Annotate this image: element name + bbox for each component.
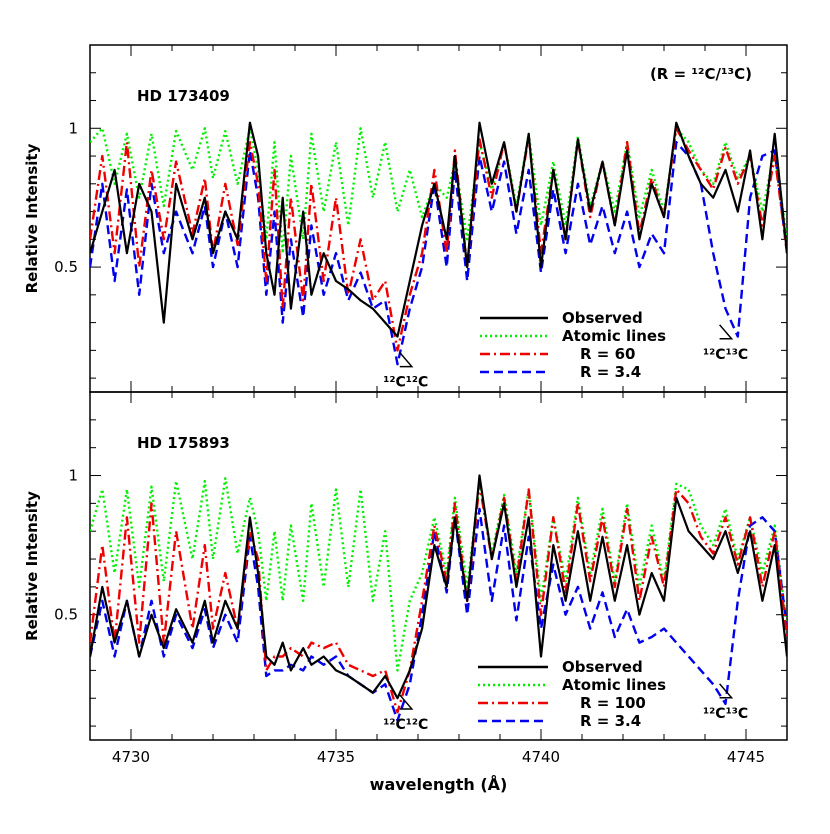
y-tick-label: 1 [68, 467, 78, 485]
panel-bottom: 0.5 1 4730 4735 4740 4745 Relative Intensity HD… [23, 391, 788, 794]
x-axis-label: wavelength (Å) [370, 775, 508, 794]
y-axis-label: Relative Intensity [23, 143, 41, 293]
legend-label: Observed [562, 658, 643, 676]
y-axis-label: Relative Intensity [23, 491, 41, 641]
annotation-pointer [719, 324, 734, 340]
series-line-r-100 [90, 482, 787, 714]
ratio-note: (R = ¹²C/¹³C) [650, 65, 752, 83]
star-label: HD 175893 [137, 434, 230, 452]
y-tick-label: 0.5 [54, 606, 78, 624]
x-tick-label: 4735 [317, 748, 355, 766]
annotation-label: ¹²C¹³C [703, 706, 748, 722]
plot-frame [89, 391, 788, 741]
legend-label: R = 60 [580, 345, 635, 363]
star-label: HD 173409 [137, 87, 230, 105]
annotation-pointer [399, 352, 414, 368]
legend-label: Atomic lines [562, 327, 666, 345]
series-line-r-3-4 [90, 507, 787, 722]
y-tick-label: 1 [68, 119, 78, 137]
series-line-observed [90, 474, 787, 700]
annotation-label: ¹²C¹²C [383, 717, 428, 733]
x-tick-label: 4745 [727, 748, 765, 766]
legend-label: R = 3.4 [580, 712, 641, 730]
annotation-pointer [719, 683, 734, 699]
legend-label: R = 3.4 [580, 363, 641, 381]
series-line-r-3-4 [90, 141, 787, 366]
annotation-label: ¹²C¹²C [383, 375, 428, 391]
legend-label: R = 100 [580, 694, 646, 712]
x-tick-label: 4740 [522, 748, 560, 766]
y-tick-label: 0.5 [54, 258, 78, 276]
annotation-pointer [399, 694, 414, 710]
panel-top: 0.5 1 Relative Intensity HD 173409 (R = ¹²C/… [23, 44, 788, 393]
legend-label: Atomic lines [562, 676, 666, 694]
legend-label: Observed [562, 309, 643, 327]
annotation-label: ¹²C¹³C [703, 347, 748, 363]
series-line-atomic-lines [90, 477, 787, 672]
series-line-observed [90, 121, 787, 338]
x-tick-label: 4730 [112, 748, 150, 766]
